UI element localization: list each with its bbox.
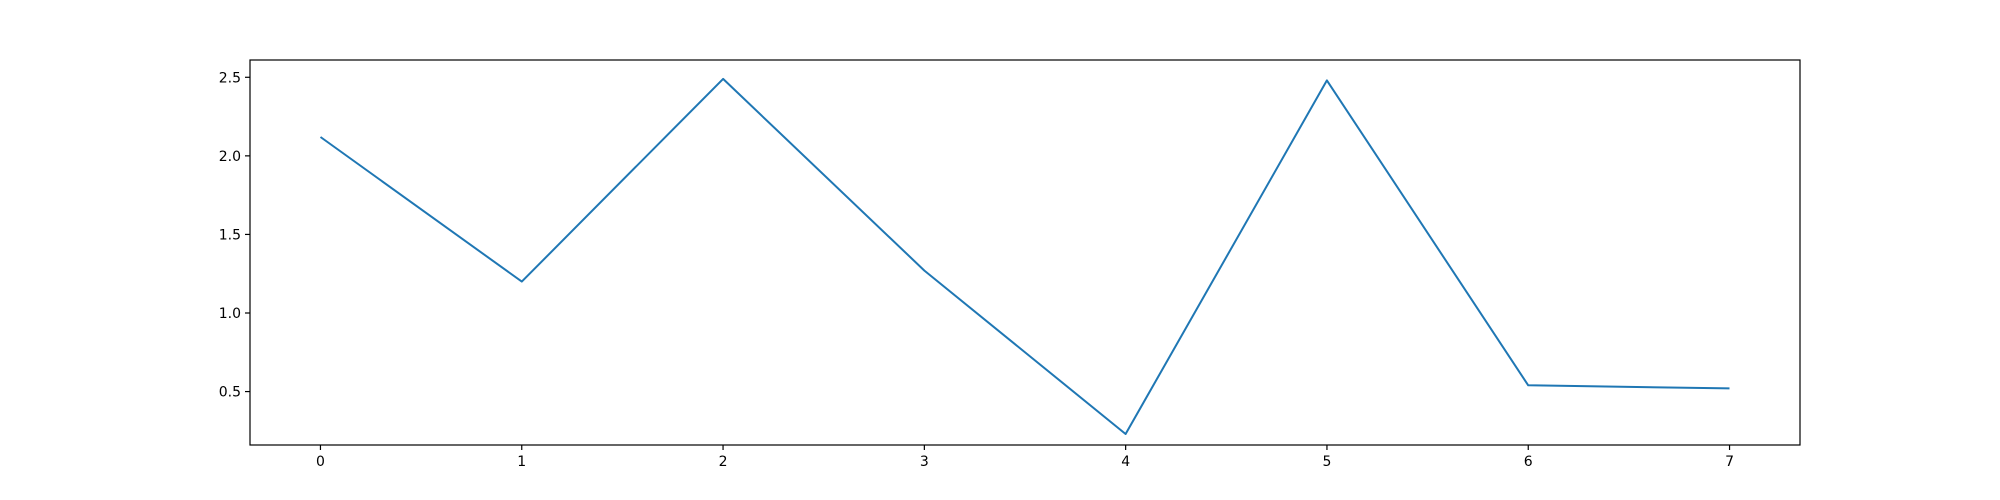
axes-frame [249, 59, 1801, 446]
x-tick-label: 4 [1121, 454, 1130, 470]
x-tick-label: 2 [719, 454, 728, 470]
series-layer [319, 77, 1730, 435]
series-line [319, 77, 1730, 435]
x-tick-label: 0 [316, 454, 325, 470]
x-tick-label: 1 [517, 454, 526, 470]
y-tick-label: 0.5 [219, 385, 241, 401]
x-tick-label: 5 [1322, 454, 1331, 470]
y-tick-label: 2.0 [219, 149, 241, 165]
x-tick-label: 3 [920, 454, 929, 470]
y-axis-ticks: 0.5 1.0 1.5 2.0 2.5 [219, 70, 250, 401]
y-tick-label: 1.5 [219, 227, 241, 243]
y-tick-label: 2.5 [219, 70, 241, 86]
y-tick-label: 1.0 [219, 306, 241, 322]
x-axis-ticks: 0 1 2 3 4 5 6 7 [316, 445, 1734, 470]
x-tick-label: 7 [1725, 454, 1734, 470]
x-tick-label: 6 [1524, 454, 1533, 470]
